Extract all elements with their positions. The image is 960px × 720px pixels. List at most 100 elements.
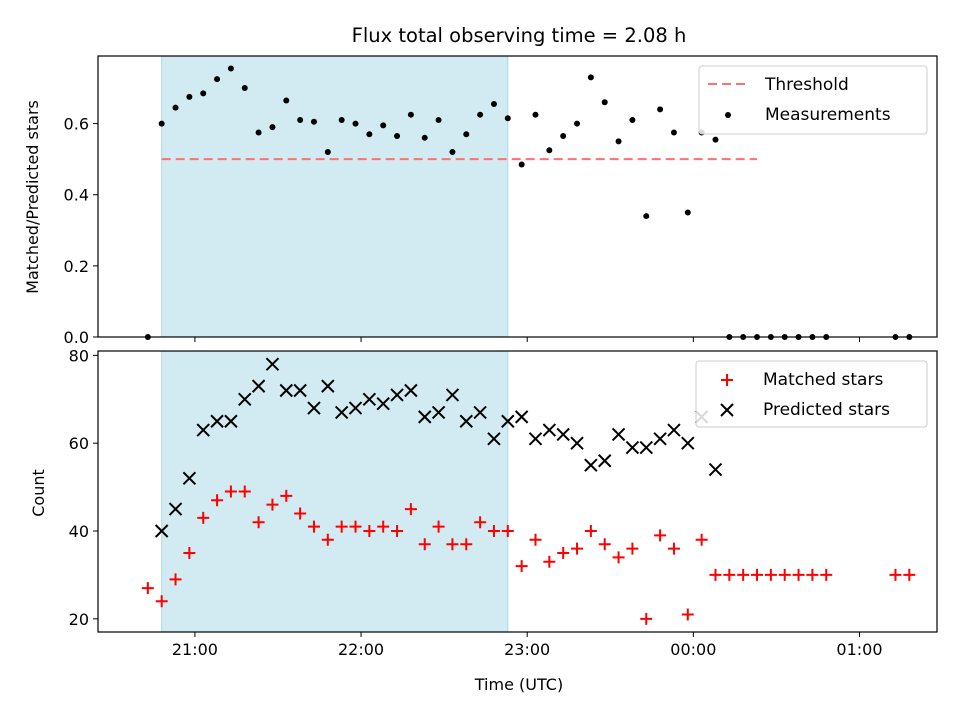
legend-threshold-label: Threshold: [764, 75, 849, 95]
predicted-stars-point: [210, 414, 224, 428]
top-y-axis-label: Matched/Predicted stars: [23, 100, 42, 294]
matched-stars-point: [778, 568, 791, 581]
measurement-point: [366, 131, 373, 138]
measurement-point: [297, 117, 304, 124]
top-shaded-interval: [161, 55, 509, 338]
bottom-panel-frame: [97, 350, 938, 633]
y-tick-label: 0.6: [64, 115, 89, 134]
predicted-stars-point: [556, 427, 570, 442]
matched-stars-point: [349, 520, 362, 533]
measurement-point: [338, 117, 345, 124]
predicted-stars-point: [307, 401, 321, 415]
matched-stars-point: [294, 507, 307, 520]
matched-stars-point: [183, 546, 196, 559]
measurement-point: [214, 76, 221, 83]
measurement-point: [712, 136, 719, 143]
predicted-stars-point: [224, 414, 238, 428]
predicted-stars-point: [611, 427, 626, 442]
measurement-point: [560, 133, 567, 140]
predicted-stars-point: [708, 462, 723, 477]
measurement-point: [504, 115, 511, 122]
matched-stars-point: [321, 533, 334, 546]
predicted-stars-point: [681, 436, 695, 450]
predicted-stars-point: [321, 379, 335, 393]
predicted-stars-point: [570, 436, 584, 450]
measurement-point: [380, 122, 387, 129]
predicted-stars-point: [625, 440, 640, 455]
matched-stars-point: [903, 568, 916, 581]
predicted-stars-point: [639, 440, 653, 455]
x-tick-label: 23:00: [504, 640, 550, 659]
matched-stars-point: [584, 525, 597, 538]
matched-stars-point: [238, 485, 251, 498]
matched-stars-point: [792, 568, 805, 581]
legend-matched-label: Matched stars: [763, 370, 883, 390]
predicted-stars-point: [293, 383, 307, 398]
matched-stars-point: [211, 494, 224, 507]
x-tick-label: 21:00: [172, 640, 218, 659]
measurement-point: [684, 209, 691, 216]
predicted-stars-point: [667, 423, 681, 437]
legend-measurements-swatch: [725, 112, 731, 118]
measurement-point: [643, 213, 650, 220]
top-panel: 0.0 0.2 0.4 0.6 Matched/Predicted stars Thr…: [23, 55, 938, 347]
matched-stars-point: [307, 520, 320, 533]
measurement-point: [657, 106, 664, 113]
matched-stars-point: [169, 573, 182, 586]
top-panel-frame: [97, 55, 938, 338]
measurement-point: [435, 117, 442, 124]
matched-stars-point: [751, 568, 764, 581]
matched-stars-point: [571, 542, 584, 555]
predicted-stars-point: [182, 471, 197, 486]
measurement-point: [449, 149, 456, 156]
measurement-point: [407, 111, 414, 118]
measurement-point: [241, 85, 248, 92]
matched-stars-point: [529, 533, 542, 546]
measurement-point: [601, 99, 608, 106]
matched-stars-point: [654, 529, 667, 542]
bottom-y-axis-label: Count: [29, 469, 48, 517]
predicted-stars-point: [251, 379, 266, 393]
matched-stars-point: [474, 516, 487, 529]
y-tick-label: 20: [69, 610, 89, 629]
predicted-stars-point: [196, 423, 210, 437]
matched-stars-point: [141, 582, 154, 595]
x-tick-label: 01:00: [836, 640, 882, 659]
predicted-stars-point: [528, 432, 543, 446]
top-legend-box: [698, 65, 928, 135]
bottom-legend-box: [695, 360, 928, 428]
matched-stars-point: [224, 485, 237, 498]
matched-stars-point: [432, 520, 445, 533]
predicted-stars-point: [265, 357, 280, 371]
predicted-stars-point: [598, 454, 612, 468]
measurement-point: [463, 131, 470, 138]
chart-title: Flux total observing time = 2.08 h: [352, 24, 687, 47]
predicted-stars-point: [362, 392, 377, 407]
measurement-point: [574, 120, 581, 127]
measurement-point: [269, 124, 276, 131]
matched-stars-point: [363, 525, 376, 538]
measurement-point: [227, 65, 234, 72]
matched-stars-point: [723, 568, 736, 581]
matched-stars-point: [709, 568, 722, 581]
matched-stars-point: [764, 568, 777, 581]
matched-stars-point: [280, 489, 293, 502]
x-axis-label: Time (UTC): [474, 675, 563, 694]
y-tick-label: 0.0: [64, 328, 89, 347]
measurement-point: [324, 149, 331, 156]
matched-stars-point: [418, 538, 431, 551]
matched-stars-point: [391, 525, 404, 538]
bottom-shaded-interval: [161, 350, 509, 633]
predicted-stars-point: [487, 432, 501, 446]
matched-stars-point: [626, 542, 639, 555]
matched-stars-point: [335, 520, 348, 533]
matched-stars-point: [667, 542, 680, 555]
matched-stars-point: [266, 498, 279, 511]
measurement-point: [255, 129, 262, 136]
measurement-point: [615, 138, 622, 145]
legend-predicted-swatch: [720, 403, 734, 417]
predicted-stars-point: [348, 401, 363, 415]
predicted-stars-point: [390, 388, 404, 402]
predicted-stars-point: [154, 524, 169, 538]
